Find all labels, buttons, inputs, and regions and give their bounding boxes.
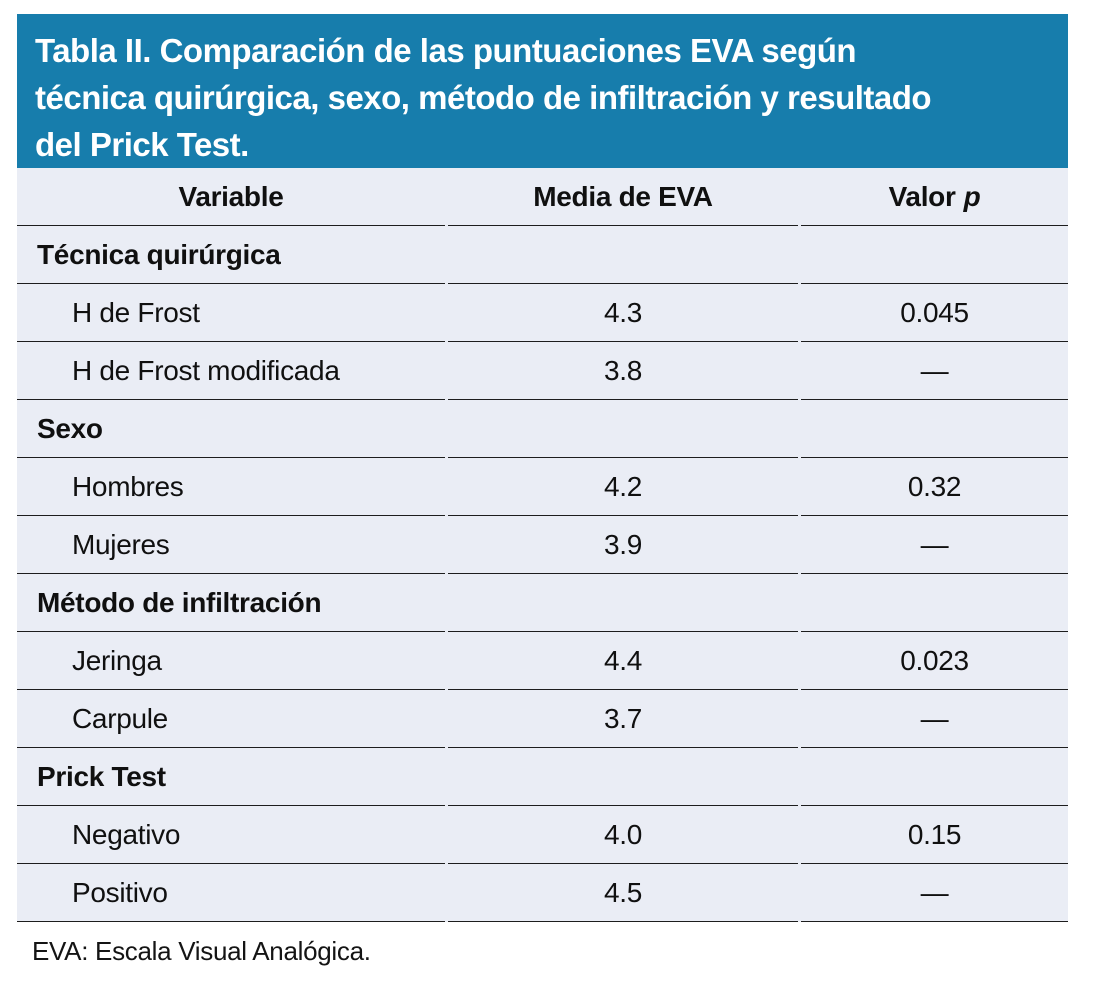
p-value-cell: 0.023: [801, 632, 1068, 690]
p-value-cell: [801, 748, 1068, 806]
table-title-line: Tabla II. Comparación de las puntuacione…: [35, 32, 857, 69]
media-cell: 3.9: [448, 516, 798, 574]
p-value-cell: [801, 574, 1068, 632]
p-value-cell: —: [801, 690, 1068, 748]
media-cell: 3.8: [448, 342, 798, 400]
media-cell: 4.3: [448, 284, 798, 342]
p-value-cell: —: [801, 516, 1068, 574]
table-row: Carpule 3.7 —: [17, 690, 1068, 748]
table-row: Positivo 4.5 —: [17, 864, 1068, 922]
media-cell: [448, 574, 798, 632]
variable-cell: Jeringa: [17, 632, 445, 690]
section-row: Método de infiltración: [17, 574, 1068, 632]
media-cell: 4.0: [448, 806, 798, 864]
p-value-cell: 0.15: [801, 806, 1068, 864]
section-row: Prick Test: [17, 748, 1068, 806]
table-row: Mujeres 3.9 —: [17, 516, 1068, 574]
valor-label: Valor: [888, 180, 956, 212]
variable-cell: Mujeres: [17, 516, 445, 574]
section-row: Técnica quirúrgica: [17, 226, 1068, 284]
p-value-cell: 0.045: [801, 284, 1068, 342]
p-value-cell: —: [801, 864, 1068, 922]
p-value-cell: [801, 400, 1068, 458]
media-cell: 3.7: [448, 690, 798, 748]
table-header-row: Variable Media de EVA Valor p: [17, 168, 1068, 226]
table-row: Jeringa 4.4 0.023: [17, 632, 1068, 690]
media-cell: 4.5: [448, 864, 798, 922]
p-label: p: [963, 180, 981, 212]
variable-cell: Carpule: [17, 690, 445, 748]
p-value-cell: 0.32: [801, 458, 1068, 516]
p-value-cell: —: [801, 342, 1068, 400]
media-cell: 4.4: [448, 632, 798, 690]
media-cell: [448, 400, 798, 458]
table-row: H de Frost modificada 3.8 —: [17, 342, 1068, 400]
variable-cell: Hombres: [17, 458, 445, 516]
section-label: Método de infiltración: [17, 574, 445, 632]
col-header-variable: Variable: [17, 168, 445, 226]
table-title-line: técnica quirúrgica, sexo, método de infi…: [35, 79, 932, 116]
table-row: Hombres 4.2 0.32: [17, 458, 1068, 516]
media-cell: [448, 748, 798, 806]
variable-cell: H de Frost: [17, 284, 445, 342]
comparison-table: Variable Media de EVA Valor p Técnica qu…: [17, 168, 1068, 922]
section-label: Técnica quirúrgica: [17, 226, 445, 284]
table-title-line: del Prick Test.: [35, 126, 249, 163]
table-row: Negativo 4.0 0.15: [17, 806, 1068, 864]
title-band: Tabla II. Comparación de las puntuacione…: [17, 14, 1068, 168]
section-label: Sexo: [17, 400, 445, 458]
section-label: Prick Test: [17, 748, 445, 806]
media-cell: [448, 226, 798, 284]
variable-cell: Negativo: [17, 806, 445, 864]
variable-cell: H de Frost modificada: [17, 342, 445, 400]
table-row: H de Frost 4.3 0.045: [17, 284, 1068, 342]
variable-cell: Positivo: [17, 864, 445, 922]
media-cell: 4.2: [448, 458, 798, 516]
section-row: Sexo: [17, 400, 1068, 458]
col-header-media: Media de EVA: [448, 168, 798, 226]
p-value-cell: [801, 226, 1068, 284]
table-footnote: EVA: Escala Visual Analógica.: [32, 936, 371, 966]
col-header-valor-p: Valor p: [801, 168, 1068, 226]
